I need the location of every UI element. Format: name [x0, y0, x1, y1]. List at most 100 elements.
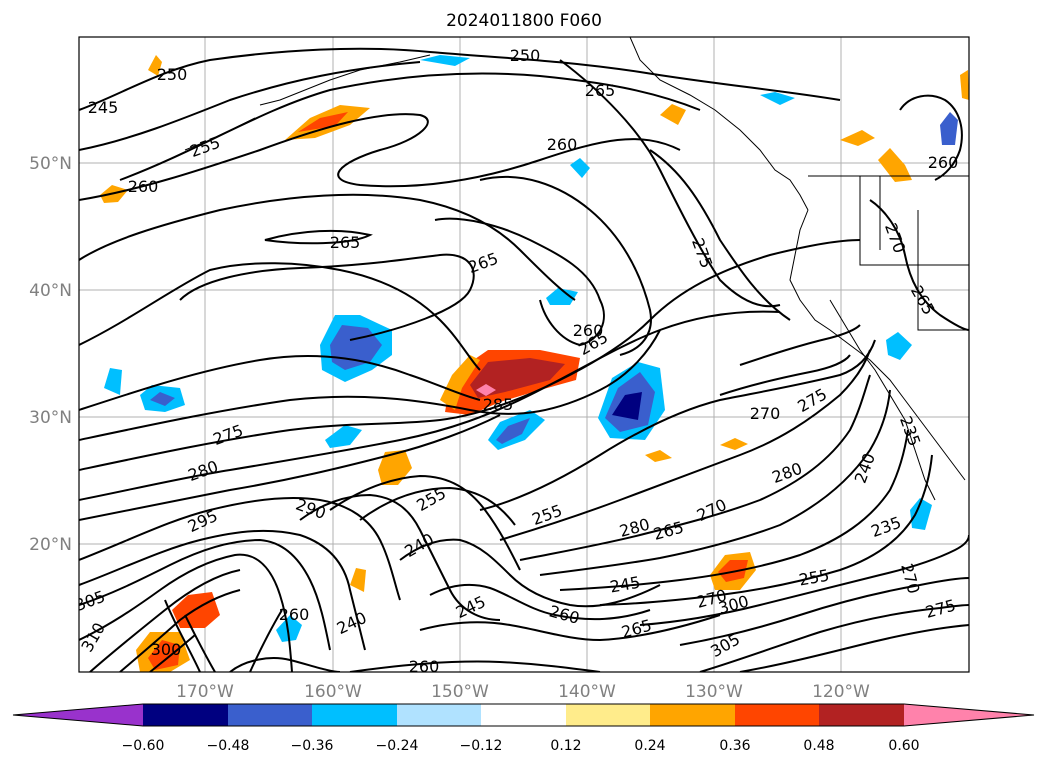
colorbar-bin [143, 704, 228, 726]
positive-anomaly-core [148, 640, 180, 670]
contour-line [479, 339, 876, 511]
colorbar-tick-label: 0.48 [803, 738, 834, 754]
negative-anomaly-core [496, 418, 530, 444]
colorbar-tick-label: −0.60 [122, 738, 165, 754]
contour-line [519, 374, 871, 561]
coastline-west-coast [789, 209, 966, 481]
contour-labels: 250 250 245 265 255 260 260 265 265 275 … [79, 46, 959, 676]
contour-line [179, 253, 475, 341]
coastline-aleutians [259, 54, 431, 106]
longitude-label: 130°W [685, 682, 743, 702]
positive-anomaly-patch [960, 70, 969, 100]
contour-line [79, 553, 293, 672]
contour-line [89, 569, 241, 672]
colorbar: −0.60 −0.48 −0.36 −0.24 −0.12 0.12 0.24 … [12, 703, 1035, 754]
contour-line [79, 113, 681, 201]
negative-anomaly-patch [325, 425, 362, 448]
map-border [78, 36, 970, 673]
colorbar-tick-label: 0.24 [634, 738, 665, 754]
latitude-label: 50°N [29, 154, 72, 174]
colorbar-bin [312, 704, 397, 726]
contour-line [359, 486, 516, 526]
positive-anomaly-edge [440, 355, 480, 410]
positive-anomaly-patch [645, 450, 672, 462]
latitude-label: 40°N [29, 281, 72, 301]
contour-label: 260 [928, 153, 959, 172]
colorbar-outline [12, 703, 1035, 727]
contour-label: 260 [409, 657, 440, 676]
colorbar-tick-label: −0.24 [376, 738, 419, 754]
colorbar-bin [397, 704, 481, 726]
contour-line [899, 94, 963, 181]
contour-line [79, 193, 576, 301]
longitude-labels: 170°W 160°W 150°W 140°W 130°W 120°W [176, 682, 870, 702]
colorbar-ticks: −0.60 −0.48 −0.36 −0.24 −0.12 0.12 0.24 … [122, 738, 920, 754]
positive-anomaly-patch [840, 130, 875, 146]
contour-line [119, 589, 241, 672]
colorbar-bin [481, 704, 566, 726]
negative-anomaly-patch [570, 158, 590, 178]
contour-line [679, 577, 969, 646]
colorbar-tick-label: 0.12 [550, 738, 581, 754]
contour-label: 285 [483, 395, 514, 414]
boundary-states [879, 176, 969, 331]
colorbar-bin [735, 704, 819, 726]
contour-line [164, 599, 201, 672]
contour-line [349, 660, 601, 672]
contour-line [419, 614, 721, 642]
negative-anomaly-patch [104, 368, 122, 395]
contour-label: 265 [585, 81, 616, 100]
positive-anomaly-patch [720, 438, 748, 450]
contour-line [434, 217, 605, 347]
contour-line [249, 609, 283, 672]
contour-label: 300 [151, 640, 182, 659]
contour-line [739, 624, 969, 672]
negative-anomaly-patch [276, 615, 302, 642]
positive-anomaly-patch [148, 55, 162, 76]
contour-label: 260 [279, 605, 310, 624]
negative-anomaly-patch [546, 288, 578, 305]
contour-line [599, 454, 933, 606]
latitude-labels: 50°N 40°N 30°N 20°N [29, 154, 72, 555]
longitude-label: 140°W [558, 682, 616, 702]
negative-anomaly-patch [940, 112, 958, 145]
latitude-label: 20°N [29, 535, 72, 555]
colorbar-tick-label: −0.12 [460, 738, 503, 754]
contour-line [649, 149, 791, 321]
positive-anomaly-peak [476, 384, 496, 396]
contour-line [184, 614, 216, 672]
boundary-states [859, 176, 969, 266]
colorbar-tick-label: −0.36 [291, 738, 334, 754]
contour-label: 260 [573, 321, 604, 340]
height-contours [79, 47, 969, 672]
positive-anomaly-core [298, 112, 348, 132]
positive-anomaly-patch [350, 568, 366, 592]
contour-line [739, 324, 861, 366]
contour-label: 250 [157, 65, 188, 84]
contour-label: 260 [128, 177, 159, 196]
contour-label: 265 [330, 233, 361, 252]
contour-line [869, 199, 969, 331]
shaded-field [100, 55, 969, 672]
contour-line [299, 493, 501, 621]
contour-line [719, 354, 851, 396]
figure-title: 2024011800 F060 [446, 11, 602, 31]
longitude-label: 120°W [812, 682, 870, 702]
contour-line [79, 61, 421, 151]
contour-line [264, 229, 373, 245]
colorbar-tick-label: 0.36 [719, 738, 750, 754]
contour-line [699, 604, 969, 672]
contour-label: 250 [510, 46, 541, 65]
contour-line [149, 634, 196, 672]
contour-line [539, 389, 891, 576]
negative-anomaly-patch [420, 55, 470, 66]
contour-label: 245 [88, 98, 119, 117]
contour-line [559, 429, 909, 591]
longitude-label: 160°W [304, 682, 362, 702]
longitude-label: 170°W [176, 682, 234, 702]
colorbar-tick-label: −0.48 [207, 738, 250, 754]
positive-anomaly-core [470, 358, 565, 398]
contour-line [79, 262, 481, 371]
negative-anomaly-peak [612, 392, 642, 420]
